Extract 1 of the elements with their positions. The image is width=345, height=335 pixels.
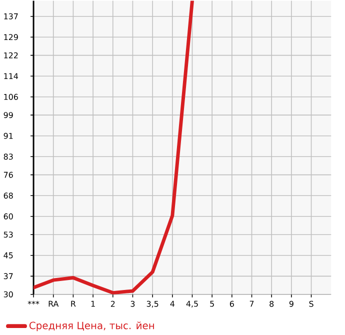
legend-label: Средняя Цена, тыс. йен: [30, 322, 154, 332]
